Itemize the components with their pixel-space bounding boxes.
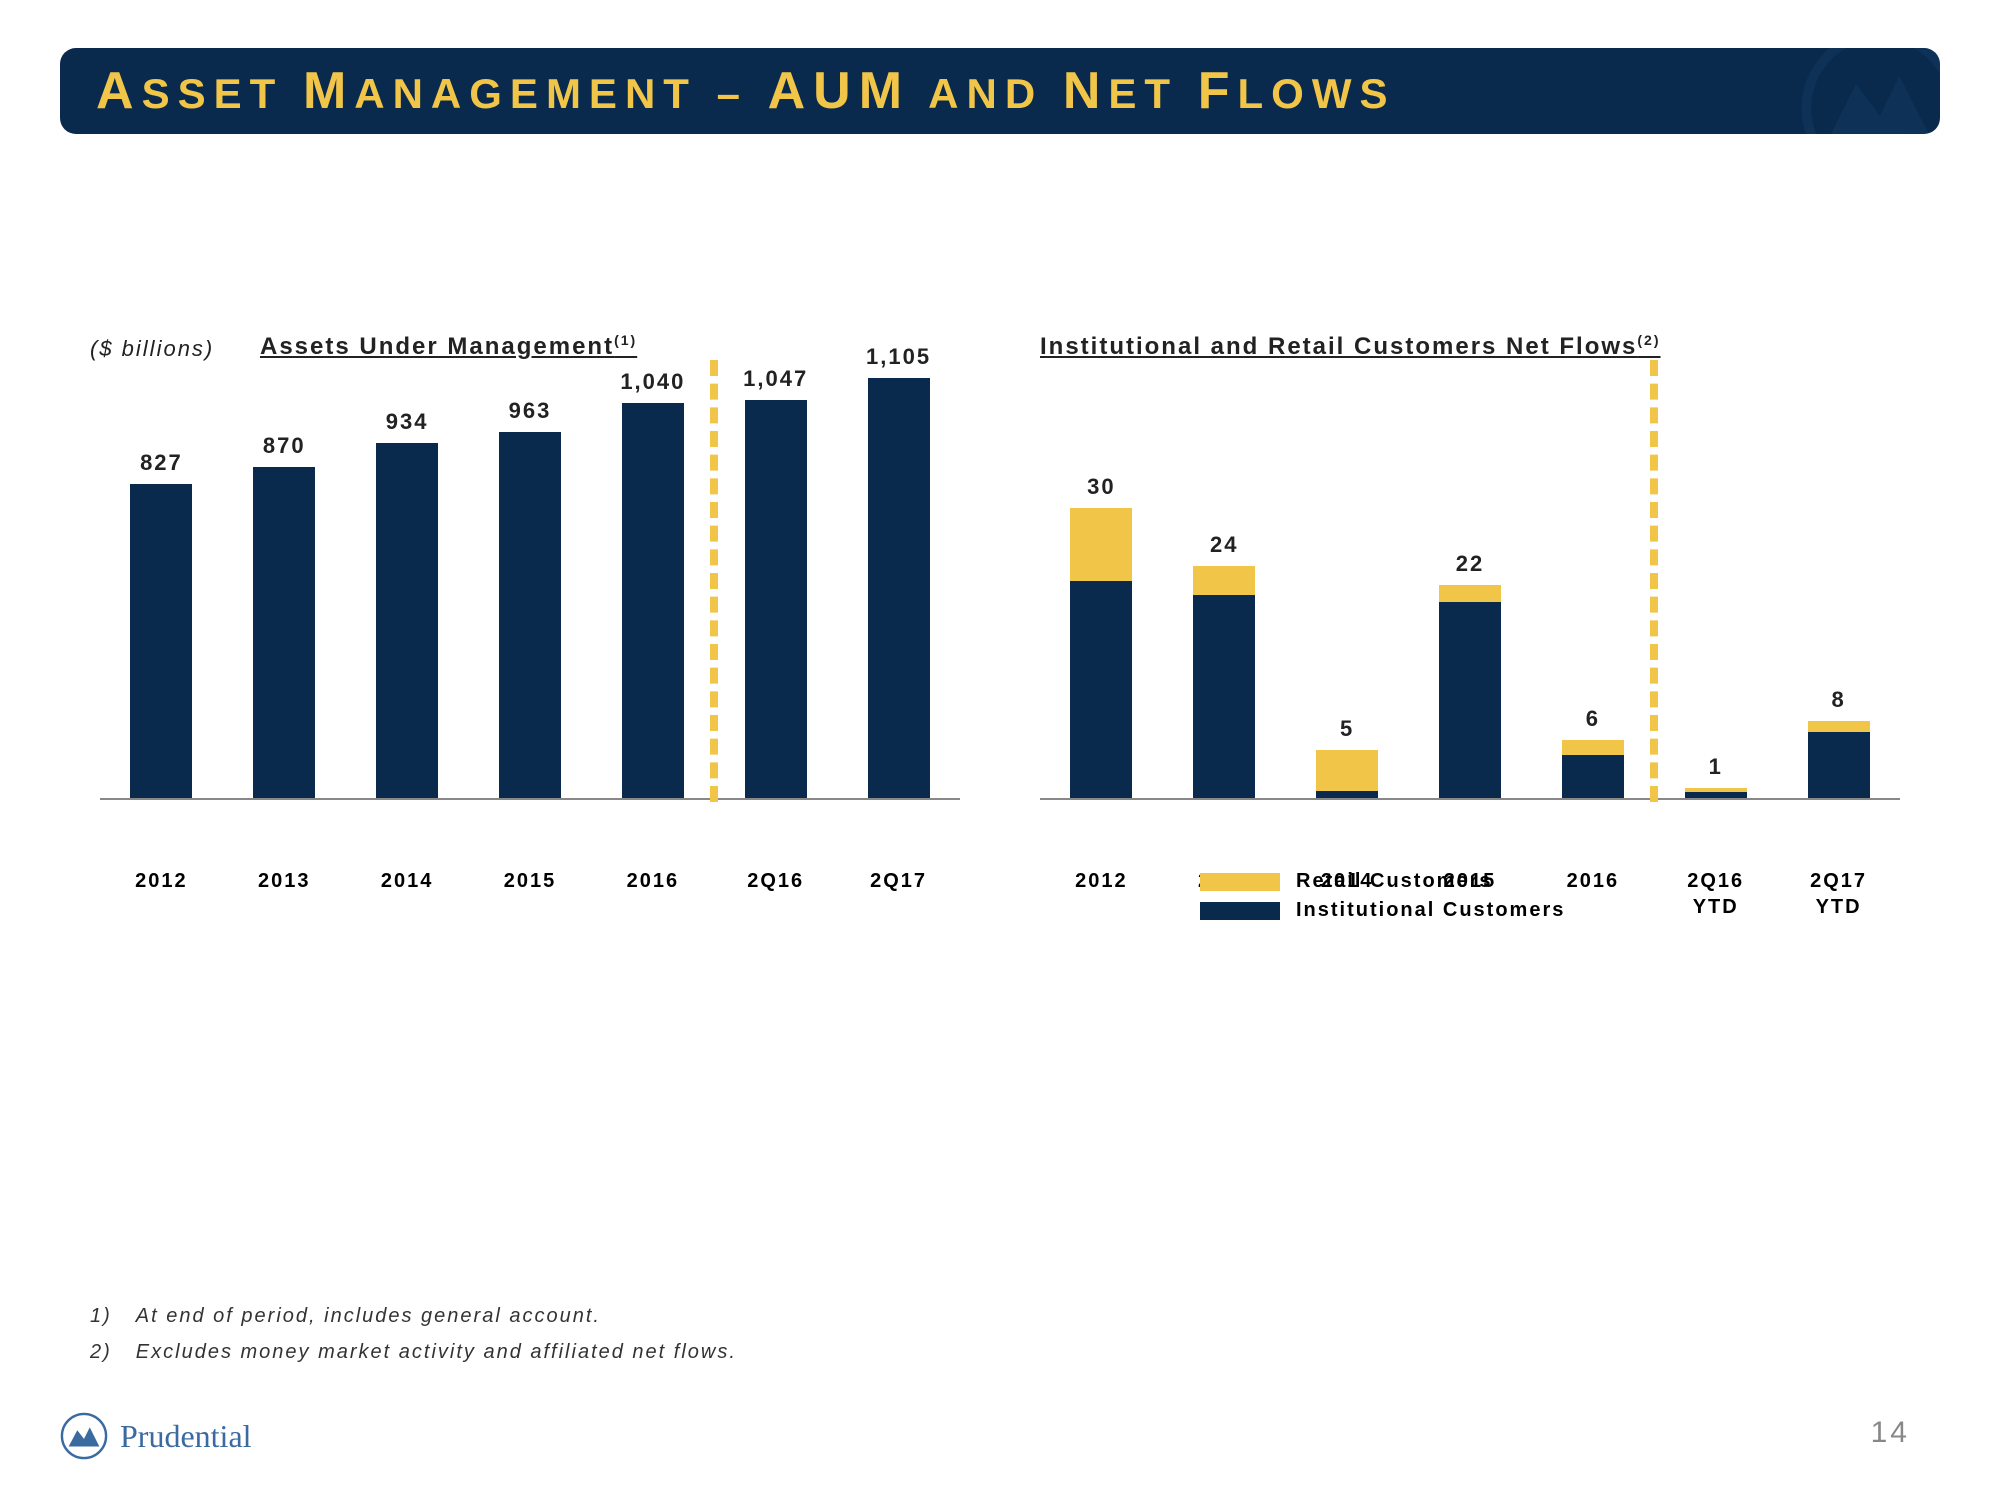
aum-value-label: 1,047	[716, 366, 836, 392]
flows-retail-segment	[1562, 740, 1624, 755]
title-bar: ASSET MANAGEMENT – AUM AND NET FLOWS	[60, 48, 1940, 134]
flows-value-label: 8	[1779, 687, 1899, 713]
flows-retail-segment	[1316, 750, 1378, 792]
footnote: 2) Excludes money market activity and aff…	[90, 1334, 737, 1370]
legend-row: Retail Customers	[1200, 870, 1565, 893]
aum-x-label: 2016	[583, 868, 723, 894]
flows-institutional-segment	[1562, 755, 1624, 799]
legend-label: Institutional Customers	[1296, 899, 1565, 922]
flows-value-label: 22	[1410, 551, 1530, 577]
aum-value-label: 870	[224, 433, 344, 459]
aum-value-label: 934	[347, 409, 467, 435]
flows-bar	[1808, 721, 1870, 798]
aum-bar-segment	[622, 403, 684, 798]
legend-label: Retail Customers	[1296, 870, 1493, 893]
footnote-num: 2)	[90, 1334, 112, 1370]
aum-bar-segment	[253, 467, 315, 798]
flows-retail-segment	[1439, 585, 1501, 601]
flows-value-label: 5	[1287, 716, 1407, 742]
aum-divider	[710, 360, 718, 802]
flows-value-label: 6	[1533, 706, 1653, 732]
aum-x-label: 2Q16	[706, 868, 846, 894]
flows-x-label: 2Q16YTD	[1646, 868, 1786, 920]
aum-x-label: 2015	[460, 868, 600, 894]
brand-footer: Prudential	[60, 1412, 252, 1460]
page-number: 14	[1871, 1416, 1910, 1450]
flows-institutional-segment	[1685, 792, 1747, 798]
aum-bar	[745, 400, 807, 798]
aum-bar	[499, 432, 561, 798]
brand-name: Prudential	[120, 1418, 252, 1455]
flows-retail-segment	[1808, 721, 1870, 733]
aum-title-text: Assets Under Management	[260, 333, 614, 360]
flows-value-label: 24	[1164, 532, 1284, 558]
aum-footnote-ref: (1)	[614, 332, 637, 348]
aum-bar	[376, 443, 438, 798]
footnote-text: At end of period, includes general accou…	[136, 1298, 601, 1334]
flows-retail-segment	[1193, 566, 1255, 595]
prudential-rock-icon	[1800, 48, 1940, 134]
prudential-logo-icon	[60, 1412, 108, 1460]
aum-x-label: 2014	[337, 868, 477, 894]
aum-plot: 8278709349631,0401,0471,105	[100, 380, 960, 800]
flows-institutional-segment	[1808, 732, 1870, 798]
aum-bar-segment	[376, 443, 438, 798]
slide-title: ASSET MANAGEMENT – AUM AND NET FLOWS	[96, 61, 1395, 121]
flows-title-text: Institutional and Retail Customers Net F…	[1040, 333, 1637, 360]
flows-value-label: 30	[1041, 474, 1161, 500]
aum-value-label: 963	[470, 398, 590, 424]
aum-x-label: 2012	[91, 868, 231, 894]
flows-bar	[1439, 585, 1501, 798]
aum-value-label: 1,040	[593, 369, 713, 395]
flows-divider	[1650, 360, 1658, 802]
aum-bar-segment	[499, 432, 561, 798]
flows-retail-segment	[1070, 508, 1132, 581]
flows-chart: Institutional and Retail Customers Net F…	[1040, 320, 1900, 920]
flows-institutional-segment	[1070, 581, 1132, 799]
aum-value-label: 1,105	[839, 344, 959, 370]
aum-bar-segment	[868, 378, 930, 798]
aum-value-label: 827	[101, 450, 221, 476]
unit-label: ($ billions)	[90, 336, 214, 362]
legend-swatch	[1200, 873, 1280, 891]
flows-institutional-segment	[1439, 602, 1501, 798]
flows-institutional-segment	[1193, 595, 1255, 798]
footnote-text: Excludes money market activity and affil…	[136, 1334, 737, 1370]
footnote: 1) At end of period, includes general acc…	[90, 1298, 737, 1334]
flows-bar	[1316, 750, 1378, 798]
aum-x-label: 2Q17	[829, 868, 969, 894]
footnote-num: 1)	[90, 1298, 112, 1334]
aum-bar	[622, 403, 684, 798]
flows-legend: Retail Customers Institutional Customers	[1200, 870, 1565, 928]
flows-plot: 3024522618	[1040, 510, 1900, 800]
aum-bar	[130, 484, 192, 798]
flows-x-label: 2012	[1031, 868, 1171, 894]
flows-bar	[1562, 740, 1624, 798]
aum-chart-title: Assets Under Management(1)	[260, 332, 637, 361]
aum-bar	[868, 378, 930, 798]
flows-bar	[1070, 508, 1132, 798]
flows-footnote-ref: (2)	[1637, 332, 1660, 348]
footnotes: 1) At end of period, includes general acc…	[90, 1298, 737, 1370]
aum-bar-segment	[130, 484, 192, 798]
flows-chart-title: Institutional and Retail Customers Net F…	[1040, 332, 1661, 361]
flows-bar	[1685, 788, 1747, 798]
aum-bar-segment	[745, 400, 807, 798]
flows-bar	[1193, 566, 1255, 798]
aum-x-label: 2013	[214, 868, 354, 894]
legend-swatch	[1200, 902, 1280, 920]
flows-x-label: 2Q17YTD	[1769, 868, 1909, 920]
legend-row: Institutional Customers	[1200, 899, 1565, 922]
charts-row: ($ billions) Assets Under Management(1) …	[100, 320, 1900, 920]
flows-value-label: 1	[1656, 754, 1776, 780]
flows-institutional-segment	[1316, 791, 1378, 798]
aum-x-labels: 201220132014201520162Q162Q17	[100, 860, 960, 920]
aum-chart: ($ billions) Assets Under Management(1) …	[100, 320, 960, 920]
aum-bar	[253, 467, 315, 798]
